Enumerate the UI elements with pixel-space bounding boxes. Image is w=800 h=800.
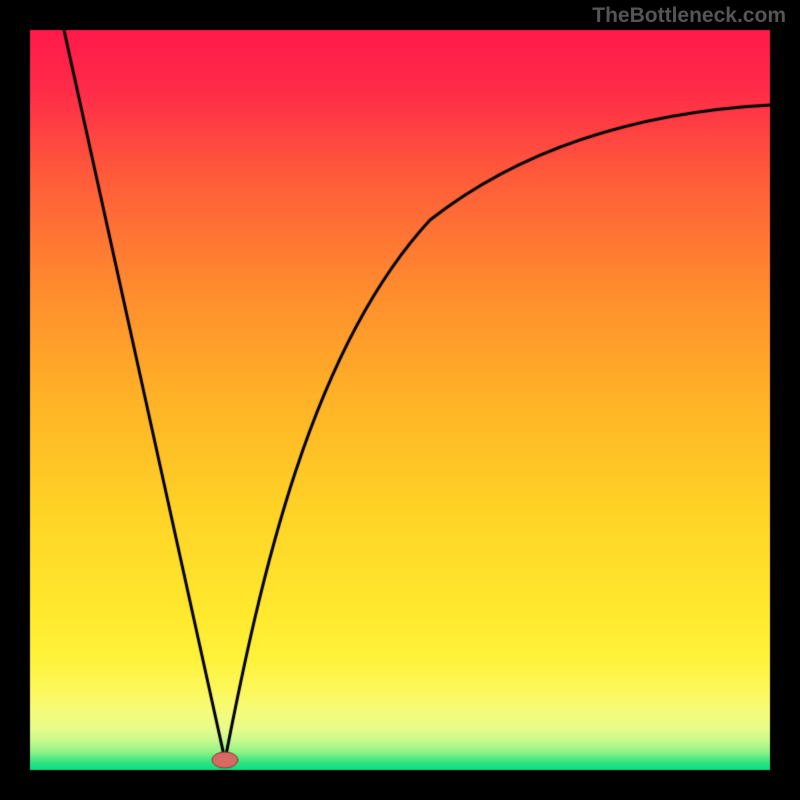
watermark-text: TheBottleneck.com [592, 4, 786, 28]
bottleneck-curve-chart [0, 0, 800, 800]
figure-root: TheBottleneck.com [0, 0, 800, 800]
